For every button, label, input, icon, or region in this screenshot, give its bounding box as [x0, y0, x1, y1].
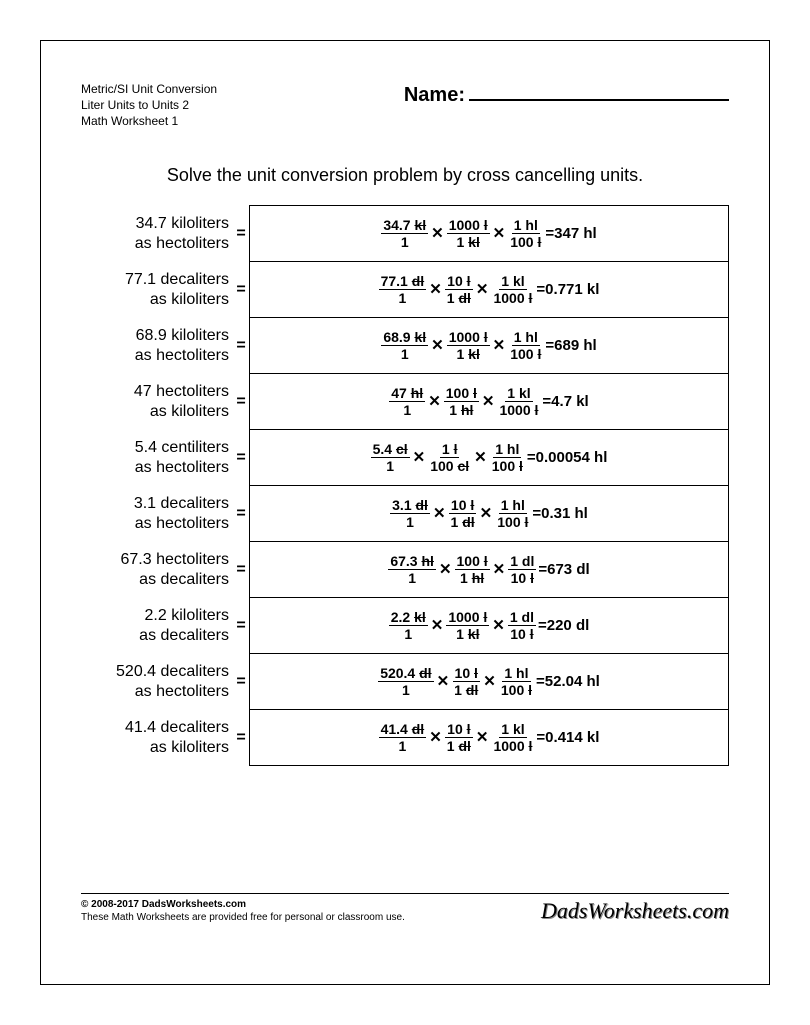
equals-sign: =: [233, 318, 249, 374]
problem-prompt: 77.1 decalitersas kiloliters: [81, 262, 233, 318]
problem-prompt: 520.4 decalitersas hectoliters: [81, 654, 233, 710]
problem-row: 41.4 decalitersas kiloliters=41.4 dl1✕10…: [81, 710, 729, 766]
meta-line-1: Metric/SI Unit Conversion: [81, 81, 217, 97]
equals-sign: =: [233, 710, 249, 766]
problems-list: 34.7 kilolitersas hectoliters=34.7 kl1✕1…: [81, 206, 729, 766]
answer-cell: 520.4 dl1✕10 l1 dl✕1 hl100 l=52.04 hl: [249, 653, 729, 710]
footer-tagline: These Math Worksheets are provided free …: [81, 911, 405, 924]
result-value: =347 hl: [543, 225, 596, 242]
result-value: =689 hl: [543, 337, 596, 354]
equals-sign: =: [233, 598, 249, 654]
problem-row: 5.4 centilitersas hectoliters=5.4 cl1✕1 …: [81, 430, 729, 486]
result-value: =0.771 kl: [534, 281, 599, 298]
equals-sign: =: [233, 542, 249, 598]
problem-prompt: 3.1 decalitersas hectoliters: [81, 486, 233, 542]
problem-row: 47 hectolitersas kiloliters=47 hl1✕100 l…: [81, 374, 729, 430]
answer-cell: 68.9 kl1✕1000 l1 kl✕1 hl100 l=689 hl: [249, 317, 729, 374]
problem-prompt: 5.4 centilitersas hectoliters: [81, 430, 233, 486]
answer-cell: 2.2 kl1✕1000 l1 kl✕1 dl10 l=220 dl: [249, 597, 729, 654]
problem-prompt: 41.4 decalitersas kiloliters: [81, 710, 233, 766]
problem-row: 3.1 decalitersas hectoliters=3.1 dl1✕10 …: [81, 486, 729, 542]
answer-cell: 41.4 dl1✕10 l1 dl✕1 kl1000 l=0.414 kl: [249, 709, 729, 766]
problem-prompt: 34.7 kilolitersas hectoliters: [81, 206, 233, 262]
footer: © 2008-2017 DadsWorksheets.com These Mat…: [81, 893, 729, 924]
result-value: =0.00054 hl: [525, 449, 607, 466]
equals-sign: =: [233, 206, 249, 262]
worksheet-page: Metric/SI Unit Conversion Liter Units to…: [40, 40, 770, 985]
brand-logo: DadsWorksheets.com: [541, 898, 729, 924]
result-value: =220 dl: [536, 617, 589, 634]
name-field: Name:: [404, 81, 729, 107]
equals-sign: =: [233, 486, 249, 542]
result-value: =673 dl: [536, 561, 589, 578]
equals-sign: =: [233, 374, 249, 430]
name-input-line[interactable]: [469, 81, 729, 101]
answer-cell: 5.4 cl1✕1 l100 cl✕1 hl100 l=0.00054 hl: [249, 429, 729, 486]
name-label: Name:: [404, 84, 465, 107]
problem-prompt: 68.9 kilolitersas hectoliters: [81, 318, 233, 374]
meta-line-2: Liter Units to Units 2: [81, 97, 217, 113]
footer-text: © 2008-2017 DadsWorksheets.com These Mat…: [81, 898, 405, 924]
answer-cell: 77.1 dl1✕10 l1 dl✕1 kl1000 l=0.771 kl: [249, 261, 729, 318]
worksheet-meta: Metric/SI Unit Conversion Liter Units to…: [81, 81, 217, 130]
problem-prompt: 47 hectolitersas kiloliters: [81, 374, 233, 430]
problem-row: 68.9 kilolitersas hectoliters=68.9 kl1✕1…: [81, 318, 729, 374]
answer-cell: 47 hl1✕100 l1 hl✕1 kl1000 l=4.7 kl: [249, 373, 729, 430]
problem-row: 2.2 kilolitersas decaliters=2.2 kl1✕1000…: [81, 598, 729, 654]
result-value: =0.414 kl: [534, 729, 599, 746]
answer-cell: 67.3 hl1✕100 l1 hl✕1 dl10 l=673 dl: [249, 541, 729, 598]
problem-prompt: 2.2 kilolitersas decaliters: [81, 598, 233, 654]
problem-prompt: 67.3 hectolitersas decaliters: [81, 542, 233, 598]
copyright: © 2008-2017 DadsWorksheets.com: [81, 898, 405, 911]
answer-cell: 34.7 kl1✕1000 l1 kl✕1 hl100 l=347 hl: [249, 205, 729, 262]
equals-sign: =: [233, 262, 249, 318]
problem-row: 520.4 decalitersas hectoliters=520.4 dl1…: [81, 654, 729, 710]
header: Metric/SI Unit Conversion Liter Units to…: [81, 81, 729, 130]
equals-sign: =: [233, 430, 249, 486]
result-value: =52.04 hl: [534, 673, 600, 690]
problem-row: 67.3 hectolitersas decaliters=67.3 hl1✕1…: [81, 542, 729, 598]
problem-row: 77.1 decalitersas kiloliters=77.1 dl1✕10…: [81, 262, 729, 318]
meta-line-3: Math Worksheet 1: [81, 113, 217, 129]
equals-sign: =: [233, 654, 249, 710]
result-value: =0.31 hl: [530, 505, 587, 522]
problem-row: 34.7 kilolitersas hectoliters=34.7 kl1✕1…: [81, 206, 729, 262]
instruction-text: Solve the unit conversion problem by cro…: [81, 165, 729, 186]
result-value: =4.7 kl: [540, 393, 588, 410]
answer-cell: 3.1 dl1✕10 l1 dl✕1 hl100 l=0.31 hl: [249, 485, 729, 542]
